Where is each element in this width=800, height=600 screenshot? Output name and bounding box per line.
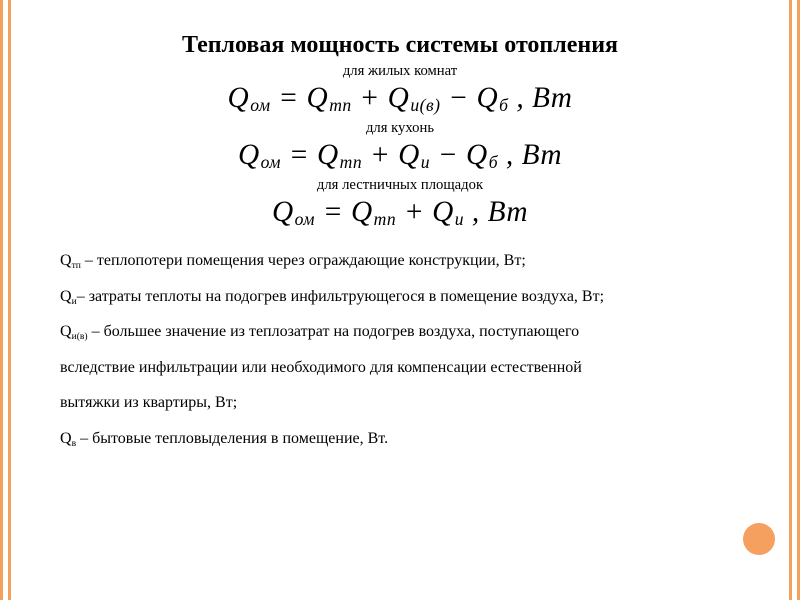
f-k-sub-b: б — [488, 152, 498, 172]
f-k-minus: − Q — [430, 139, 488, 171]
f-k-comma: , — [498, 139, 522, 171]
definitions: Qтп – теплопотери помещения через огражд… — [60, 248, 740, 452]
def-iv-line1: Qи(в) – большее значение из теплозатрат … — [60, 319, 740, 345]
f-s-Q1: Q — [272, 196, 294, 228]
slide: Тепловая мощность системы отопления для … — [0, 0, 800, 600]
f-rooms-eq: = Q — [271, 82, 329, 114]
page-title: Тепловая мощность системы отопления — [60, 32, 740, 59]
accent-line-left-inner — [8, 0, 11, 600]
f-k-unit: Вт — [522, 139, 562, 171]
f-rooms-minus: − Q — [441, 82, 499, 114]
f-s-sub-i: и — [454, 209, 464, 229]
formula-stairs: Qом = Qтп + Qи , Вт — [60, 196, 740, 230]
f-s-comma: , — [464, 196, 488, 228]
def-iv-sub: и(в) — [72, 331, 88, 342]
def-iv-sym: Q — [60, 323, 72, 340]
def-b-sym: Q — [60, 430, 72, 447]
f-rooms-comma: , — [509, 82, 533, 114]
accent-dot — [743, 523, 775, 555]
f-rooms-Q1: Q — [228, 82, 250, 114]
f-rooms-sub-b: б — [498, 95, 508, 115]
def-b-text: – бытовые тепловыделения в помещение, Вт… — [76, 430, 388, 447]
caption-rooms: для жилых комнат — [60, 63, 740, 80]
f-rooms-sub-iv: и(в) — [409, 95, 440, 115]
def-b: Qв – бытовые тепловыделения в помещение,… — [60, 426, 740, 452]
f-s-sub-tp: тп — [373, 209, 397, 229]
f-rooms-plus1: + Q — [352, 82, 410, 114]
def-tp: Qтп – теплопотери помещения через огражд… — [60, 248, 740, 274]
def-tp-text: – теплопотери помещения через ограждающи… — [81, 252, 526, 269]
def-i-text: – затраты теплоты на подогрев инфильтрую… — [77, 288, 604, 305]
def-i-sym: Q — [60, 288, 72, 305]
content-area: Тепловая мощность системы отопления для … — [60, 32, 740, 462]
def-iv-line2: вследствие инфильтрации или необходимого… — [60, 355, 740, 381]
f-k-eq: = Q — [281, 139, 339, 171]
f-k-sub-om: ом — [260, 152, 281, 172]
f-s-plus1: + Q — [396, 196, 454, 228]
f-k-sub-i: и — [420, 152, 430, 172]
f-rooms-sub-tp: тп — [328, 95, 352, 115]
f-k-Q1: Q — [238, 139, 260, 171]
def-i: Qи– затраты теплоты на подогрев инфильтр… — [60, 284, 740, 310]
formula-rooms: Qом = Qтп + Qи(в) − Qб , Вт — [60, 82, 740, 116]
accent-line-right-inner — [789, 0, 792, 600]
def-iv-line3: вытяжки из квартиры, Вт; — [60, 390, 740, 416]
formula-kitchens: Qом = Qтп + Qи − Qб , Вт — [60, 139, 740, 173]
caption-kitchens: для кухонь — [60, 120, 740, 137]
accent-line-left-outer — [0, 0, 3, 600]
caption-stairs: для лестничных площадок — [60, 177, 740, 194]
def-iv-text-a: – большее значение из теплозатрат на под… — [88, 323, 580, 340]
f-k-sub-tp: тп — [339, 152, 363, 172]
f-k-plus1: + Q — [362, 139, 420, 171]
f-rooms-unit: Вт — [532, 82, 572, 114]
f-s-eq: = Q — [315, 196, 373, 228]
f-rooms-sub-om: ом — [249, 95, 270, 115]
f-s-unit: Вт — [488, 196, 528, 228]
def-tp-sub: тп — [72, 260, 81, 271]
f-s-sub-om: ом — [294, 209, 315, 229]
def-tp-sym: Q — [60, 252, 72, 269]
